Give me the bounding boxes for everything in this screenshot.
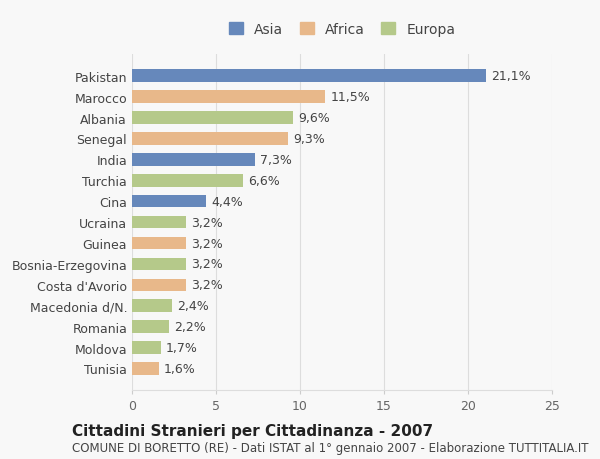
Text: 9,6%: 9,6% [298, 112, 330, 125]
Text: 11,5%: 11,5% [330, 91, 370, 104]
Bar [132, 154, 254, 166]
Legend: Asia, Africa, Europa: Asia, Africa, Europa [224, 18, 460, 41]
Text: 2,2%: 2,2% [174, 320, 206, 333]
Text: 9,3%: 9,3% [293, 133, 325, 146]
Bar [132, 196, 206, 208]
Text: 7,3%: 7,3% [260, 154, 292, 167]
Bar [132, 321, 169, 333]
Bar [132, 279, 186, 291]
Text: 2,4%: 2,4% [178, 300, 209, 313]
Bar [132, 341, 161, 354]
Text: 4,4%: 4,4% [211, 195, 243, 208]
Text: 6,6%: 6,6% [248, 174, 280, 187]
Text: 3,2%: 3,2% [191, 216, 223, 229]
Text: 21,1%: 21,1% [491, 70, 531, 83]
Text: COMUNE DI BORETTO (RE) - Dati ISTAT al 1° gennaio 2007 - Elaborazione TUTTITALIA: COMUNE DI BORETTO (RE) - Dati ISTAT al 1… [72, 442, 589, 454]
Text: 1,6%: 1,6% [164, 362, 196, 375]
Bar [132, 363, 159, 375]
Bar [132, 300, 172, 312]
Text: 1,7%: 1,7% [166, 341, 197, 354]
Text: 3,2%: 3,2% [191, 258, 223, 271]
Bar [132, 216, 186, 229]
Bar [132, 91, 325, 104]
Bar [132, 112, 293, 124]
Bar [132, 237, 186, 250]
Text: 3,2%: 3,2% [191, 279, 223, 291]
Bar [132, 258, 186, 271]
Bar [132, 133, 288, 146]
Text: Cittadini Stranieri per Cittadinanza - 2007: Cittadini Stranieri per Cittadinanza - 2… [72, 423, 433, 438]
Text: 3,2%: 3,2% [191, 237, 223, 250]
Bar [132, 174, 243, 187]
Bar [132, 70, 487, 83]
